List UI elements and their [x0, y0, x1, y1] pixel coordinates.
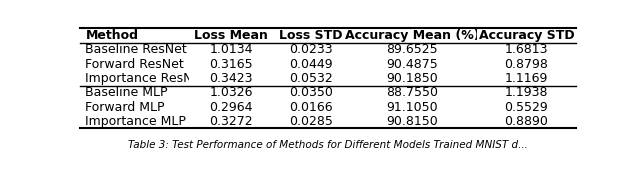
- Text: Table 3: Test Performance of Methods for Different Models Trained MNIST d...: Table 3: Test Performance of Methods for…: [128, 140, 528, 150]
